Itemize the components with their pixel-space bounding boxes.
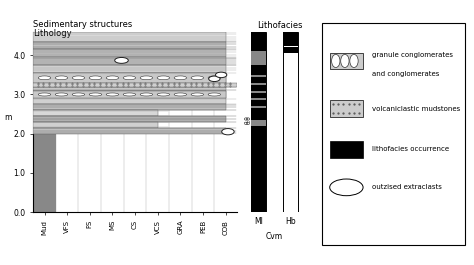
Text: Lithology: Lithology <box>33 29 72 38</box>
Text: outzised extraclasts: outzised extraclasts <box>372 184 442 190</box>
Bar <box>33 32 56 212</box>
Ellipse shape <box>332 54 340 68</box>
Y-axis label: m: m <box>4 113 11 122</box>
Text: volcaniclastic mudstones: volcaniclastic mudstones <box>372 106 460 112</box>
Ellipse shape <box>209 76 220 82</box>
Bar <box>251 106 266 108</box>
Ellipse shape <box>174 93 187 96</box>
Bar <box>33 98 226 104</box>
Bar <box>283 32 298 46</box>
Bar <box>330 141 363 157</box>
Ellipse shape <box>106 93 118 96</box>
Ellipse shape <box>55 76 68 80</box>
Ellipse shape <box>38 76 51 80</box>
Ellipse shape <box>222 129 234 135</box>
Bar <box>33 91 226 98</box>
Ellipse shape <box>174 76 187 80</box>
Text: lithofacies occurrence: lithofacies occurrence <box>372 146 449 152</box>
Bar <box>251 120 266 126</box>
Ellipse shape <box>38 93 51 96</box>
Text: Sedimentary structures: Sedimentary structures <box>33 20 132 29</box>
Ellipse shape <box>341 54 349 68</box>
Bar <box>33 91 226 98</box>
Bar <box>251 65 266 75</box>
Bar <box>251 77 266 83</box>
Ellipse shape <box>208 76 220 80</box>
Ellipse shape <box>140 93 153 96</box>
Bar <box>33 32 226 42</box>
Bar <box>33 122 158 128</box>
Text: and conglomerates: and conglomerates <box>372 71 439 77</box>
Text: granule conglomerates: granule conglomerates <box>372 52 453 58</box>
Ellipse shape <box>157 76 170 80</box>
Ellipse shape <box>140 76 153 80</box>
Bar <box>33 42 226 50</box>
Ellipse shape <box>350 54 358 68</box>
Bar <box>33 57 226 65</box>
Ellipse shape <box>89 76 102 80</box>
Bar <box>251 91 266 92</box>
Ellipse shape <box>72 76 85 80</box>
Bar <box>33 104 226 110</box>
Ellipse shape <box>191 93 204 96</box>
Bar <box>251 51 266 65</box>
Text: 0.0: 0.0 <box>245 116 250 124</box>
Bar <box>33 73 226 83</box>
Ellipse shape <box>89 93 102 96</box>
Bar <box>283 47 298 53</box>
Bar <box>33 50 226 57</box>
Bar <box>251 32 266 212</box>
Bar <box>251 75 266 77</box>
Bar <box>251 32 266 51</box>
Bar <box>33 83 226 87</box>
Bar <box>251 85 266 91</box>
Ellipse shape <box>106 76 118 80</box>
Bar <box>251 98 266 100</box>
Bar <box>33 116 226 122</box>
Ellipse shape <box>208 93 220 96</box>
Ellipse shape <box>55 93 68 96</box>
Bar <box>33 128 226 134</box>
Bar <box>33 87 226 91</box>
Bar <box>251 126 266 212</box>
FancyBboxPatch shape <box>322 23 465 245</box>
Ellipse shape <box>191 76 204 80</box>
Bar <box>33 83 237 87</box>
Bar <box>283 32 298 212</box>
Bar <box>330 52 363 69</box>
Ellipse shape <box>216 72 227 78</box>
Ellipse shape <box>123 93 136 96</box>
Bar <box>251 92 266 98</box>
Title: Lithofacies: Lithofacies <box>257 21 302 30</box>
Ellipse shape <box>115 58 128 63</box>
Bar <box>330 100 363 117</box>
Bar <box>251 108 266 120</box>
Ellipse shape <box>330 179 363 196</box>
Ellipse shape <box>123 76 136 80</box>
Text: 0.0: 0.0 <box>246 116 252 124</box>
Bar <box>251 83 266 85</box>
Ellipse shape <box>72 93 85 96</box>
Bar <box>33 73 226 83</box>
Ellipse shape <box>157 93 170 96</box>
Text: Cvm: Cvm <box>266 232 283 241</box>
Bar <box>251 100 266 106</box>
Bar <box>33 65 226 73</box>
Bar <box>33 110 158 116</box>
